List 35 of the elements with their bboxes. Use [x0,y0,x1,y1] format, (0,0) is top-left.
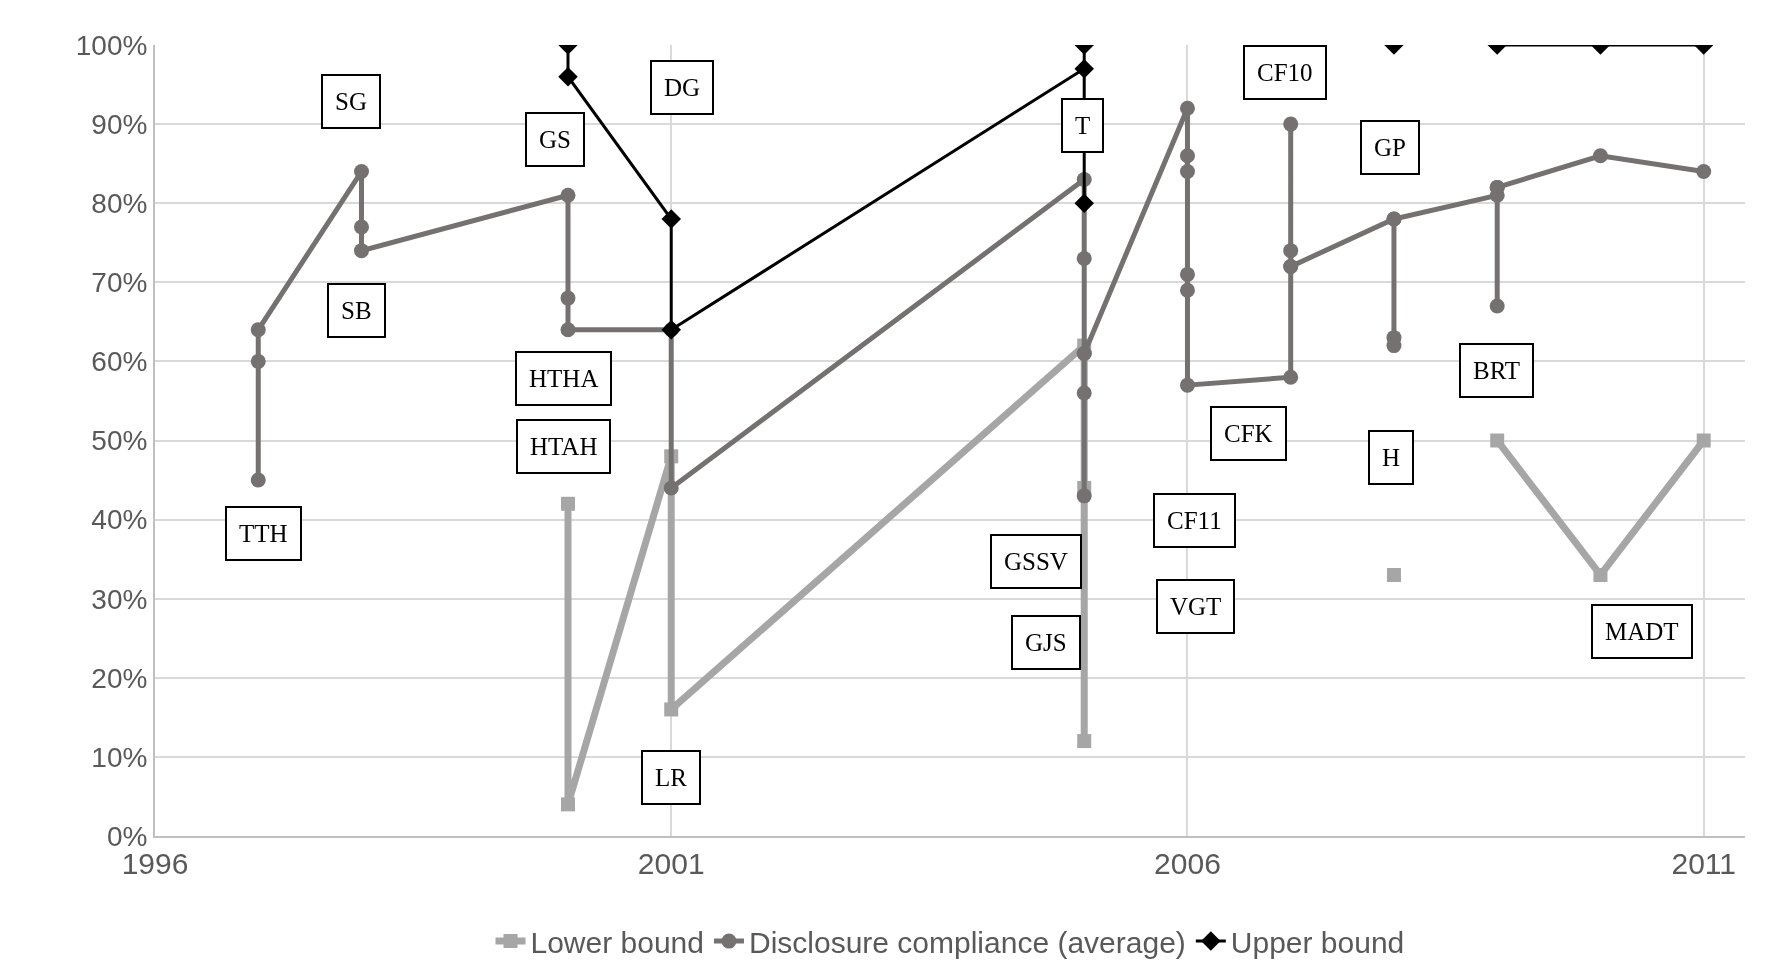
x-tick-label: 2001 [637,847,705,880]
y-tick-label: 90% [91,108,148,140]
annotation: T [1075,112,1091,139]
annotation: H [1382,444,1401,471]
annotation: HTAH [530,433,598,460]
annotation: MADT [1605,618,1679,645]
annotation: GP [1374,134,1406,161]
y-tick-label: 100% [75,29,148,61]
annotation: CFK [1224,420,1273,447]
y-tick-label: 40% [91,504,148,536]
annotation: TTH [239,520,288,547]
x-tick-label: 2011 [1671,847,1736,880]
annotation: CF10 [1257,59,1313,86]
annotation: SB [341,297,372,324]
annotation: GSSV [1004,548,1068,575]
annotation: LR [655,764,688,791]
annotation: SG [335,88,367,115]
y-tick-label: 60% [91,346,148,378]
y-tick-label: 50% [91,425,148,457]
y-tick-label: 70% [91,267,148,299]
annotation: VGT [1170,593,1222,620]
legend-label: Disclosure compliance (average) [748,925,1186,959]
legend-label: Upper bound [1230,925,1405,959]
annotation: DG [664,74,701,101]
annotation: CF11 [1167,507,1222,534]
legend-label: Lower bound [530,925,704,959]
annotation: GS [539,126,571,153]
y-tick-label: 30% [91,583,148,615]
annotation: BRT [1473,357,1521,384]
annotation: HTHA [529,365,599,392]
y-tick-label: 80% [91,188,148,219]
y-tick-label: 10% [91,741,148,773]
x-tick-label: 2006 [1154,847,1221,880]
annotation: GJS [1025,629,1067,656]
y-tick-label: 20% [91,662,148,694]
